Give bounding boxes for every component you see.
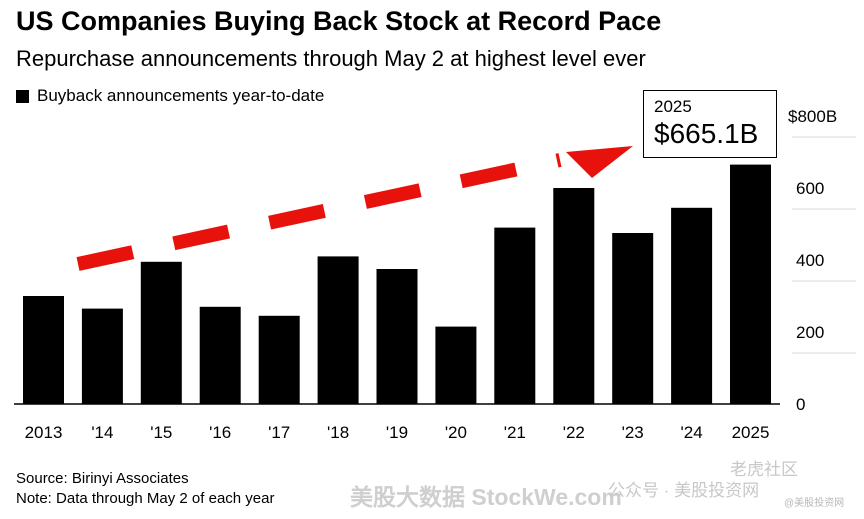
source-note: Source: Birinyi Associates — [16, 470, 189, 487]
legend-label: Buyback announcements year-to-date — [37, 86, 325, 105]
data-note: Note: Data through May 2 of each year — [16, 490, 275, 507]
y-tick-label-400: 400 — [796, 251, 824, 270]
bar-3 — [199, 306, 241, 404]
bar-1 — [81, 308, 123, 404]
bar-8 — [494, 227, 536, 404]
bar-2 — [140, 261, 182, 404]
legend-swatch — [16, 89, 29, 103]
watermark-wechat: 公众号 · 美股投资网 — [608, 481, 760, 500]
x-tick-label-2: '15 — [150, 423, 172, 442]
callout-box: 2025 $665.1B — [643, 90, 777, 158]
bar-10 — [612, 233, 654, 404]
callout-year: 2025 — [654, 97, 692, 116]
bar-5 — [317, 256, 359, 404]
x-tick-label-4: '17 — [268, 423, 290, 442]
x-tick-label-11: '24 — [681, 423, 703, 442]
watermark-site: 美股大数据 StockWe.com — [350, 484, 622, 510]
x-tick-label-5: '18 — [327, 423, 349, 442]
y-tick-label-800: $800B — [788, 107, 837, 126]
trend-arrow-line — [76, 153, 562, 271]
bar-11 — [671, 207, 713, 404]
x-tick-label-8: '21 — [504, 423, 526, 442]
x-tick-label-0: 2013 — [25, 423, 63, 442]
x-tick-label-1: '14 — [91, 423, 113, 442]
legend: Buyback announcements year-to-date — [16, 86, 324, 106]
bar-7 — [435, 326, 477, 404]
y-tick-label-600: 600 — [796, 179, 824, 198]
x-tick-label-12: 2025 — [732, 423, 770, 442]
x-tick-label-10: '23 — [622, 423, 644, 442]
x-tick-label-6: '19 — [386, 423, 408, 442]
callout-value: $665.1B — [654, 118, 759, 149]
watermark-handle: @美股投资网 — [784, 498, 845, 509]
y-tick-label-200: 200 — [796, 323, 824, 342]
chart-title: US Companies Buying Back Stock at Record… — [16, 6, 662, 36]
x-tick-label-3: '16 — [209, 423, 231, 442]
x-tick-label-9: '22 — [563, 423, 585, 442]
trend-arrow-head — [566, 146, 633, 178]
bar-6 — [376, 269, 418, 404]
watermark-community: 老虎社区 — [730, 460, 798, 479]
bar-12 — [730, 164, 771, 404]
bar-9 — [553, 188, 595, 404]
chart-subtitle: Repurchase announcements through May 2 a… — [16, 46, 646, 71]
x-tick-label-7: '20 — [445, 423, 467, 442]
y-tick-label-0: 0 — [796, 395, 805, 414]
bar-0 — [23, 296, 64, 404]
bar-4 — [258, 315, 300, 404]
